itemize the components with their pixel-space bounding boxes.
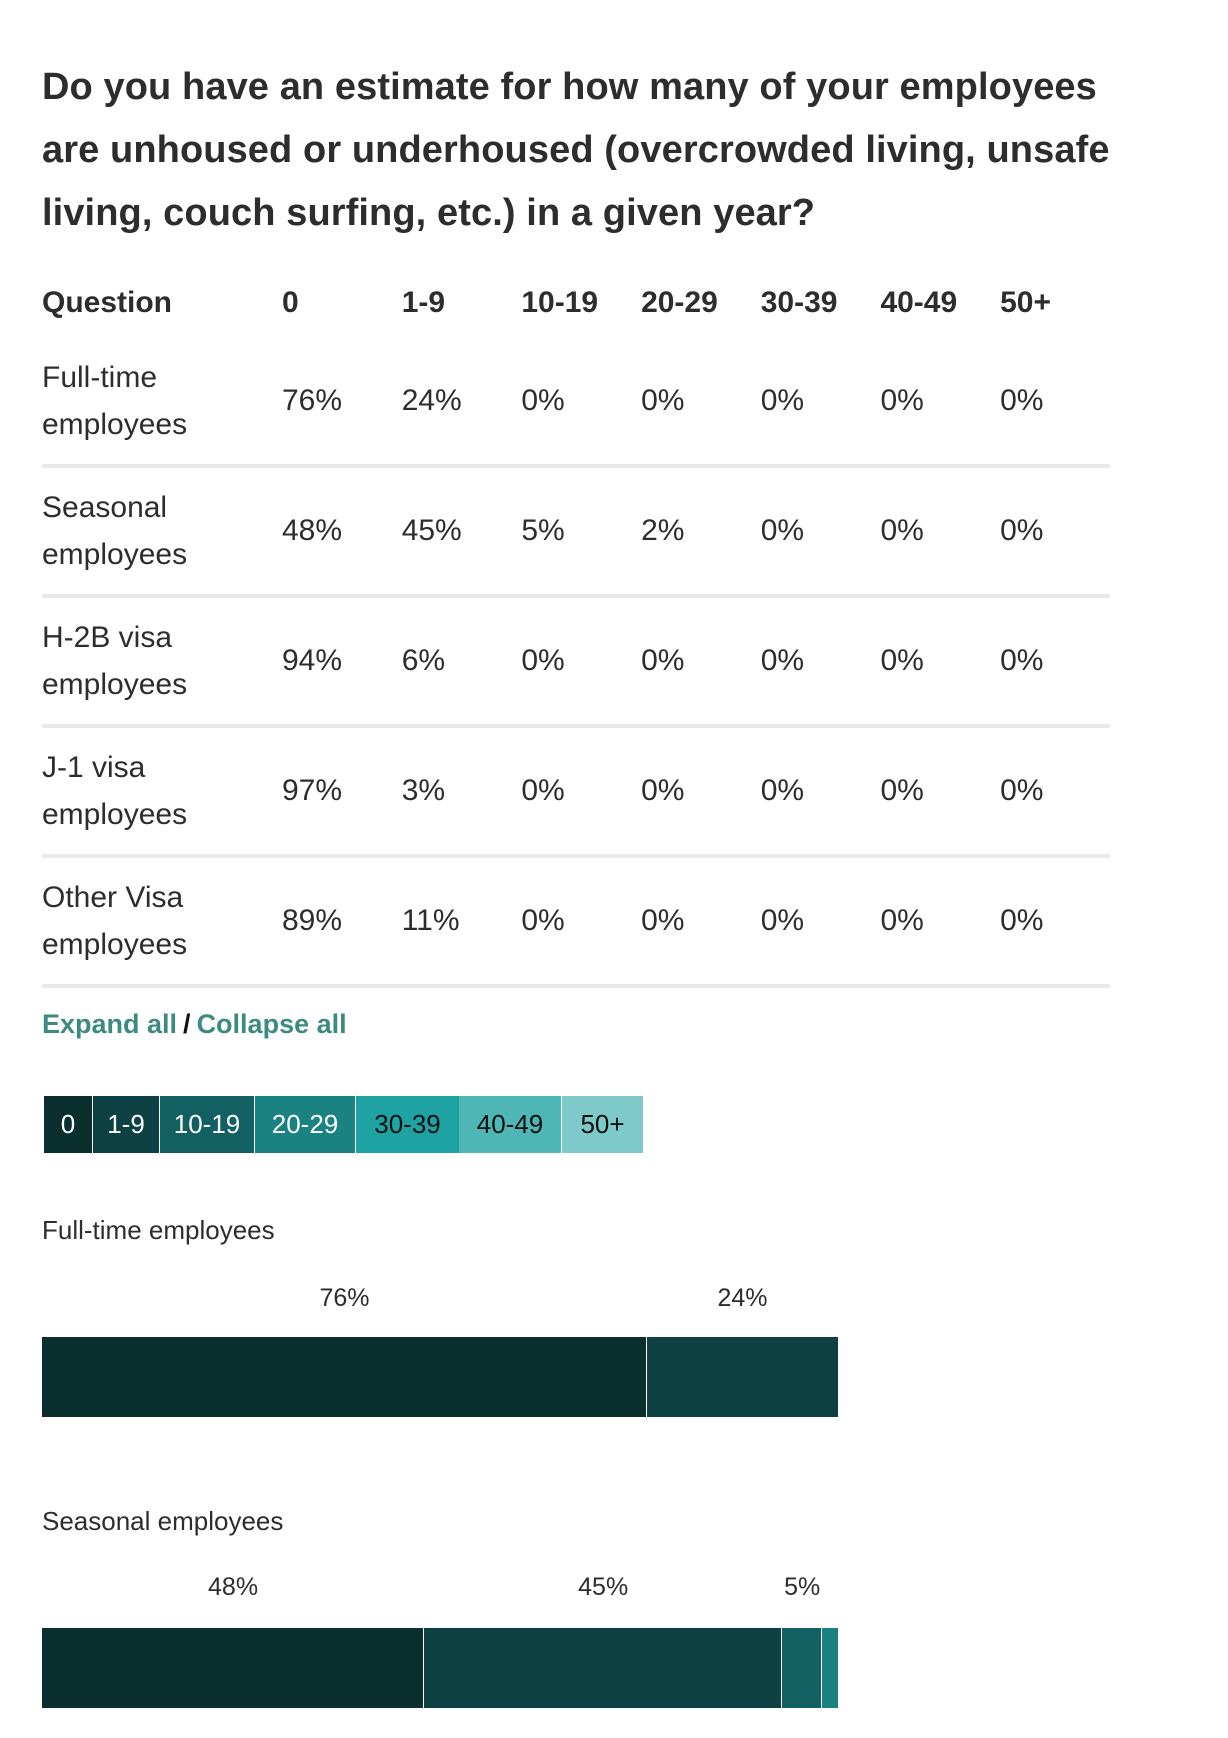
cell-value: 76% (282, 384, 343, 417)
bar-value-label: 48% (208, 1573, 259, 1601)
cell-value: 0% (641, 774, 685, 807)
row-label: Other Visa employees (42, 874, 282, 968)
chart-legend: 0 1-9 10-19 20-29 30-39 40-49 50+ (44, 1096, 643, 1153)
row-label-line: employees (42, 928, 188, 961)
row-label: J-1 visa employees (42, 744, 282, 838)
cell-value: 3% (401, 774, 446, 807)
row-label: Seasonal employees (42, 484, 282, 578)
bar-chart-title: Full-time employees (42, 1215, 275, 1245)
cell-value: 0% (880, 904, 924, 937)
cell-value: 0% (1000, 774, 1044, 807)
expand-collapse-controls: Expand all / Collapse all (42, 1008, 347, 1040)
legend-swatch-20-29: 20-29 (255, 1096, 356, 1153)
bar-value-labels: 48% 45% 5% (42, 1573, 842, 1613)
column-header-40-49: 40-49 (880, 286, 958, 319)
table-row: Seasonal employees 48% 45% 5% 2% 0% 0% 0… (42, 468, 1110, 598)
row-label-line: employees (42, 668, 188, 701)
cell-value: 0% (641, 384, 685, 417)
row-label-line: Seasonal (42, 491, 168, 524)
bar-value-labels: 76% 24% (42, 1284, 842, 1324)
column-header-question: Question (42, 286, 173, 319)
bar-segment-0 (42, 1628, 425, 1708)
bar-chart-seasonal: Seasonal employees 48% 45% 5% (42, 1505, 842, 1708)
cell-value: 0% (760, 644, 805, 677)
cell-value: 5% (521, 514, 565, 547)
bar-segment-1-9 (646, 1337, 838, 1417)
cell-value: 48% (282, 514, 343, 547)
cell-value: 0% (880, 384, 924, 417)
bar-value-label: 24% (717, 1284, 768, 1312)
stacked-bar (42, 1628, 838, 1708)
column-header-0: 0 (282, 286, 299, 319)
bar-segment-1-9 (424, 1628, 783, 1708)
cell-value: 0% (641, 904, 685, 937)
row-label-line: employees (42, 408, 188, 441)
cell-value: 0% (880, 774, 924, 807)
bar-segment-20-29 (822, 1628, 838, 1708)
cell-value: 6% (401, 644, 446, 677)
cell-value: 89% (282, 904, 343, 937)
row-label-line: Other Visa (42, 881, 184, 914)
expand-all-link[interactable]: Expand all (42, 1009, 178, 1039)
cell-value: 0% (521, 904, 565, 937)
column-header-10-19: 10-19 (521, 286, 599, 319)
cell-value: 94% (282, 644, 343, 677)
column-header-50-plus: 50+ (1000, 286, 1052, 319)
cell-value: 0% (760, 514, 805, 547)
cell-value: 2% (641, 514, 685, 547)
row-label-line: employees (42, 798, 188, 831)
cell-value: 97% (282, 774, 343, 807)
cell-value: 0% (521, 644, 565, 677)
cell-value: 0% (521, 384, 565, 417)
stacked-bar (42, 1337, 838, 1417)
cell-value: 45% (401, 514, 462, 547)
cell-value: 0% (1000, 514, 1044, 547)
table-row: H-2B visa employees 94% 6% 0% 0% 0% 0% 0… (42, 598, 1110, 728)
cell-value: 0% (760, 774, 805, 807)
row-label-line: employees (42, 538, 188, 571)
results-table: Question 0 1-9 10-19 20-29 30-39 40-49 5… (42, 268, 1110, 988)
legend-swatch-50-plus: 50+ (562, 1096, 643, 1153)
bar-value-label: 76% (319, 1284, 370, 1312)
row-label-line: Full-time (42, 361, 158, 394)
cell-value: 0% (880, 644, 924, 677)
cell-value: 0% (760, 904, 805, 937)
bar-segment-10-19 (782, 1628, 823, 1708)
cell-value: 0% (760, 384, 805, 417)
legend-swatch-10-19: 10-19 (160, 1096, 255, 1153)
cell-value: 0% (521, 774, 565, 807)
row-label-line: J-1 visa (42, 751, 146, 784)
column-header-30-39: 30-39 (760, 286, 838, 319)
link-separator: / (183, 1009, 191, 1039)
row-label-line: H-2B visa (42, 621, 173, 654)
column-header-1-9: 1-9 (401, 286, 446, 319)
table-header-row: Question 0 1-9 10-19 20-29 30-39 40-49 5… (42, 268, 1110, 338)
cell-value: 0% (1000, 904, 1044, 937)
legend-swatch-30-39: 30-39 (356, 1096, 459, 1153)
bar-value-label: 45% (578, 1573, 629, 1601)
table-row: J-1 visa employees 97% 3% 0% 0% 0% 0% 0% (42, 728, 1110, 858)
bar-chart-title: Seasonal employees (42, 1506, 284, 1536)
bar-chart-full-time: Full-time employees 76% 24% (42, 1214, 842, 1417)
cell-value: 0% (641, 644, 685, 677)
row-label: Full-time employees (42, 354, 282, 448)
cell-value: 11% (401, 904, 460, 937)
legend-swatch-40-49: 40-49 (459, 1096, 562, 1153)
cell-value: 0% (1000, 384, 1044, 417)
cell-value: 24% (401, 384, 462, 417)
cell-value: 0% (880, 514, 924, 547)
legend-swatch-1-9: 1-9 (93, 1096, 160, 1153)
table-row: Full-time employees 76% 24% 0% 0% 0% 0% … (42, 338, 1110, 468)
question-title: Do you have an estimate for how many of … (42, 66, 1110, 234)
row-label: H-2B visa employees (42, 614, 282, 708)
collapse-all-link[interactable]: Collapse all (196, 1009, 347, 1039)
column-header-20-29: 20-29 (641, 286, 718, 319)
legend-swatch-0: 0 (44, 1096, 93, 1153)
table-row: Other Visa employees 89% 11% 0% 0% 0% 0%… (42, 858, 1110, 988)
bar-segment-0 (42, 1337, 647, 1417)
cell-value: 0% (1000, 644, 1044, 677)
bar-value-label: 5% (784, 1573, 821, 1601)
